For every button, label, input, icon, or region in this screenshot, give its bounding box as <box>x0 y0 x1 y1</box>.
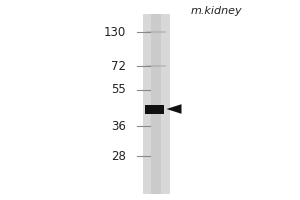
Text: 28: 28 <box>111 150 126 162</box>
Bar <box>145 104 164 114</box>
Text: 36: 36 <box>111 119 126 132</box>
Bar <box>146 31 166 33</box>
Text: 55: 55 <box>111 83 126 96</box>
Text: 72: 72 <box>111 60 126 72</box>
Polygon shape <box>167 104 182 114</box>
Bar <box>146 65 166 67</box>
Bar <box>142 14 170 194</box>
Text: 130: 130 <box>104 25 126 38</box>
Text: m.kidney: m.kidney <box>190 6 242 16</box>
Bar <box>151 14 161 194</box>
